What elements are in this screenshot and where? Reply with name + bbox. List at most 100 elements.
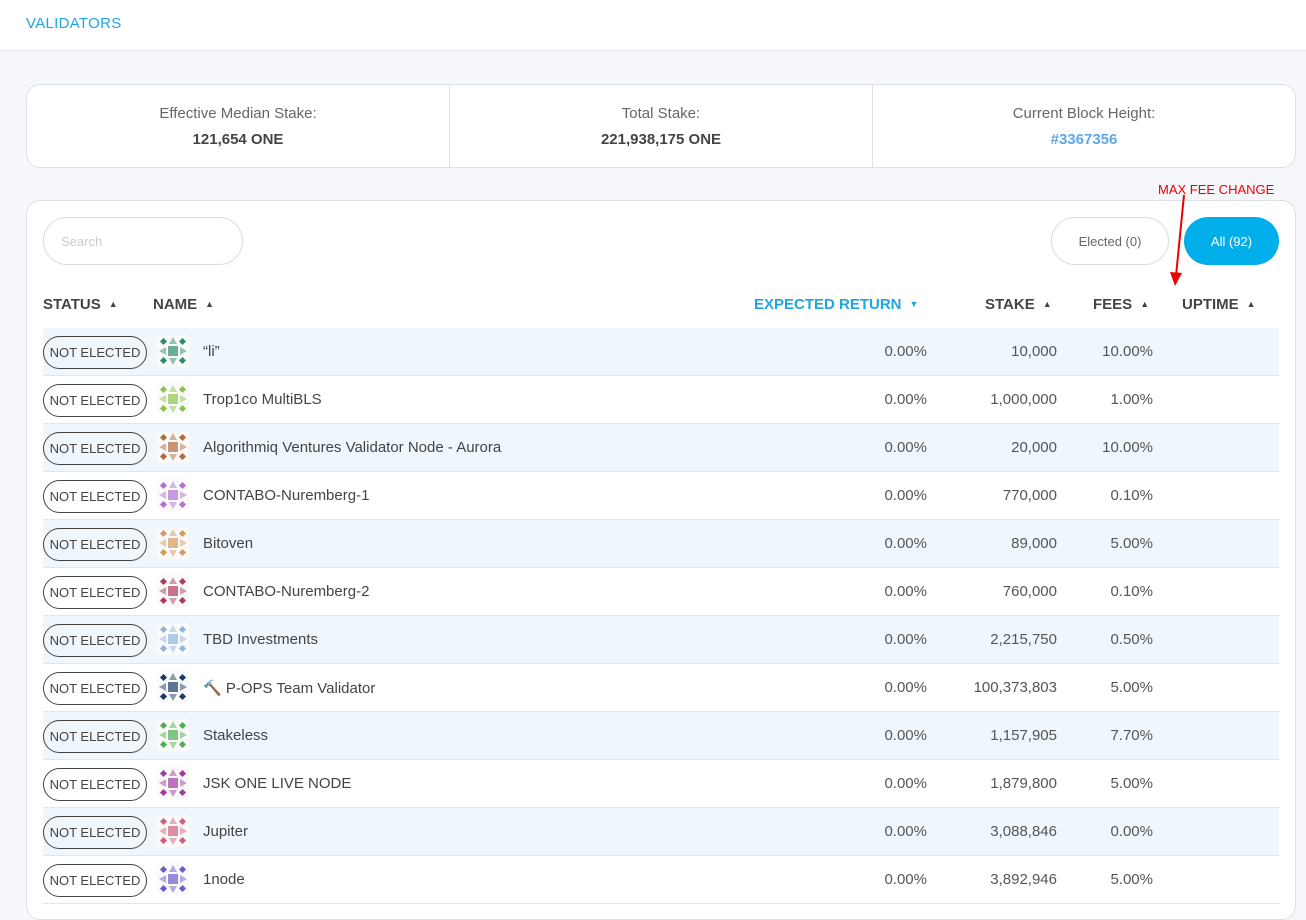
- stat-value: 121,654 ONE: [192, 131, 284, 148]
- fees-value: 5.00%: [1110, 679, 1153, 696]
- table-row[interactable]: NOT ELECTED “li” 0.00% 10,000 10.00%: [43, 328, 1279, 376]
- validator-avatar-icon: [157, 719, 189, 751]
- block-height-link[interactable]: #3367356: [1050, 131, 1118, 148]
- sort-up-icon: ▲: [108, 299, 118, 309]
- expected-return-value: 0.00%: [884, 487, 927, 504]
- status-badge: NOT ELECTED: [43, 768, 147, 801]
- expected-return-value: 0.00%: [884, 343, 927, 360]
- table-row[interactable]: NOT ELECTED 🔨 P-OPS Team Validator 0.00%…: [43, 664, 1279, 712]
- stake-value: 10,000: [1011, 343, 1057, 360]
- validator-avatar-icon: [157, 671, 189, 703]
- fees-value: 1.00%: [1110, 391, 1153, 408]
- stat-label: Effective Median Stake:: [159, 105, 317, 122]
- fees-value: 0.50%: [1110, 631, 1153, 648]
- fees-value: 0.10%: [1110, 583, 1153, 600]
- filter-all-button[interactable]: All (92): [1184, 217, 1279, 265]
- top-header: VALIDATORS: [0, 0, 1306, 51]
- status-badge: NOT ELECTED: [43, 720, 147, 753]
- validator-avatar-icon: [157, 623, 189, 655]
- column-header-stake[interactable]: STAKE ▲: [985, 296, 1052, 313]
- stat-block-height: Current Block Height: #3367356: [873, 85, 1295, 167]
- stake-value: 2,215,750: [990, 631, 1057, 648]
- validator-name[interactable]: CONTABO-Nuremberg-1: [203, 487, 370, 504]
- expected-return-value: 0.00%: [884, 679, 927, 696]
- validator-name[interactable]: Jupiter: [203, 823, 249, 840]
- validators-list: NOT ELECTED “li” 0.00% 10,000 10.00% NOT …: [43, 328, 1279, 904]
- validator-avatar-icon: [157, 575, 189, 607]
- validator-name[interactable]: JSK ONE LIVE NODE: [203, 775, 352, 792]
- stake-value: 89,000: [1011, 535, 1057, 552]
- validators-table-card: Elected (0) All (92) STATUS ▲ NAME ▲ EXPEC…: [26, 200, 1296, 920]
- table-row[interactable]: NOT ELECTED JSK ONE LIVE NODE 0.00% 1,87…: [43, 760, 1279, 808]
- table-row[interactable]: NOT ELECTED Algorithmiq Ventures Validat…: [43, 424, 1279, 472]
- status-badge: NOT ELECTED: [43, 624, 147, 657]
- stake-value: 770,000: [1002, 487, 1057, 504]
- fees-value: 5.00%: [1110, 535, 1153, 552]
- table-row[interactable]: NOT ELECTED Stakeless 0.00% 1,157,905 7.…: [43, 712, 1279, 760]
- status-badge: NOT ELECTED: [43, 864, 147, 897]
- validator-name[interactable]: Trop1co MultiBLS: [203, 391, 322, 408]
- annotation-arrow-icon: [1170, 194, 1185, 286]
- expected-return-value: 0.00%: [884, 391, 927, 408]
- table-row[interactable]: NOT ELECTED Jupiter 0.00% 3,088,846 0.00…: [43, 808, 1279, 856]
- stake-value: 3,088,846: [990, 823, 1057, 840]
- expected-return-value: 0.00%: [884, 775, 927, 792]
- status-badge: NOT ELECTED: [43, 816, 147, 849]
- fees-value: 5.00%: [1110, 775, 1153, 792]
- status-badge: NOT ELECTED: [43, 528, 147, 561]
- stake-value: 760,000: [1002, 583, 1057, 600]
- stake-value: 1,879,800: [990, 775, 1057, 792]
- expected-return-value: 0.00%: [884, 871, 927, 888]
- validator-name[interactable]: TBD Investments: [203, 631, 319, 648]
- validator-name[interactable]: CONTABO-Nuremberg-2: [203, 583, 370, 600]
- stake-value: 1,157,905: [990, 727, 1057, 744]
- table-row[interactable]: NOT ELECTED Bitoven 0.00% 89,000 5.00%: [43, 520, 1279, 568]
- validator-avatar-icon: [157, 527, 189, 559]
- stat-label: Total Stake:: [621, 105, 701, 122]
- column-label: STAKE: [985, 296, 1035, 313]
- validator-avatar-icon: [157, 767, 189, 799]
- validator-name[interactable]: “li”: [203, 343, 220, 360]
- validator-name[interactable]: Bitoven: [203, 535, 254, 552]
- column-header-uptime[interactable]: UPTIME ▲: [1182, 296, 1256, 313]
- expected-return-value: 0.00%: [884, 583, 927, 600]
- sort-up-icon: ▲: [1246, 299, 1256, 309]
- column-label: NAME: [153, 296, 198, 313]
- status-badge: NOT ELECTED: [43, 480, 147, 513]
- stat-label: Current Block Height:: [1012, 105, 1156, 122]
- table-row[interactable]: NOT ELECTED 1node 0.00% 3,892,946 5.00%: [43, 856, 1279, 904]
- column-header-name[interactable]: NAME ▲: [153, 296, 214, 313]
- validator-name[interactable]: Algorithmiq Ventures Validator Node - Au…: [203, 439, 502, 456]
- column-label: EXPECTED RETURN: [754, 296, 902, 313]
- validator-name[interactable]: 1node: [203, 871, 245, 888]
- stat-median-stake: Effective Median Stake: 121,654 ONE: [27, 85, 450, 167]
- validator-avatar-icon: [157, 335, 189, 367]
- column-header-fees[interactable]: FEES ▲: [1093, 296, 1149, 313]
- filter-elected-button[interactable]: Elected (0): [1051, 217, 1169, 265]
- column-header-expected-return[interactable]: EXPECTED RETURN ▼: [754, 296, 918, 313]
- table-row[interactable]: NOT ELECTED CONTABO-Nuremberg-1 0.00% 77…: [43, 472, 1279, 520]
- annotation-label: MAX FEE CHANGE: [1158, 182, 1275, 197]
- table-row[interactable]: NOT ELECTED Trop1co MultiBLS 0.00% 1,000…: [43, 376, 1279, 424]
- validator-avatar-icon: [157, 383, 189, 415]
- fees-value: 7.70%: [1110, 727, 1153, 744]
- stake-value: 100,373,803: [973, 679, 1057, 696]
- table-row[interactable]: NOT ELECTED TBD Investments 0.00% 2,215,…: [43, 616, 1279, 664]
- expected-return-value: 0.00%: [884, 535, 927, 552]
- status-badge: NOT ELECTED: [43, 576, 147, 609]
- fees-value: 10.00%: [1102, 439, 1153, 456]
- validator-avatar-icon: [157, 431, 189, 463]
- search-input[interactable]: [43, 217, 243, 265]
- sort-up-icon: ▲: [1140, 299, 1150, 309]
- stake-value: 3,892,946: [990, 871, 1057, 888]
- validator-avatar-icon: [157, 479, 189, 511]
- page-title[interactable]: VALIDATORS: [26, 15, 122, 32]
- stat-value: 221,938,175 ONE: [600, 131, 722, 148]
- stats-panel: Effective Median Stake: 121,654 ONE Total…: [26, 84, 1296, 168]
- column-label: FEES: [1093, 296, 1133, 313]
- table-row[interactable]: NOT ELECTED CONTABO-Nuremberg-2 0.00% 76…: [43, 568, 1279, 616]
- validator-name[interactable]: 🔨 P-OPS Team Validator: [203, 680, 376, 697]
- validator-name[interactable]: Stakeless: [203, 727, 269, 744]
- column-label: UPTIME: [1182, 296, 1239, 313]
- column-header-status[interactable]: STATUS ▲: [43, 296, 118, 313]
